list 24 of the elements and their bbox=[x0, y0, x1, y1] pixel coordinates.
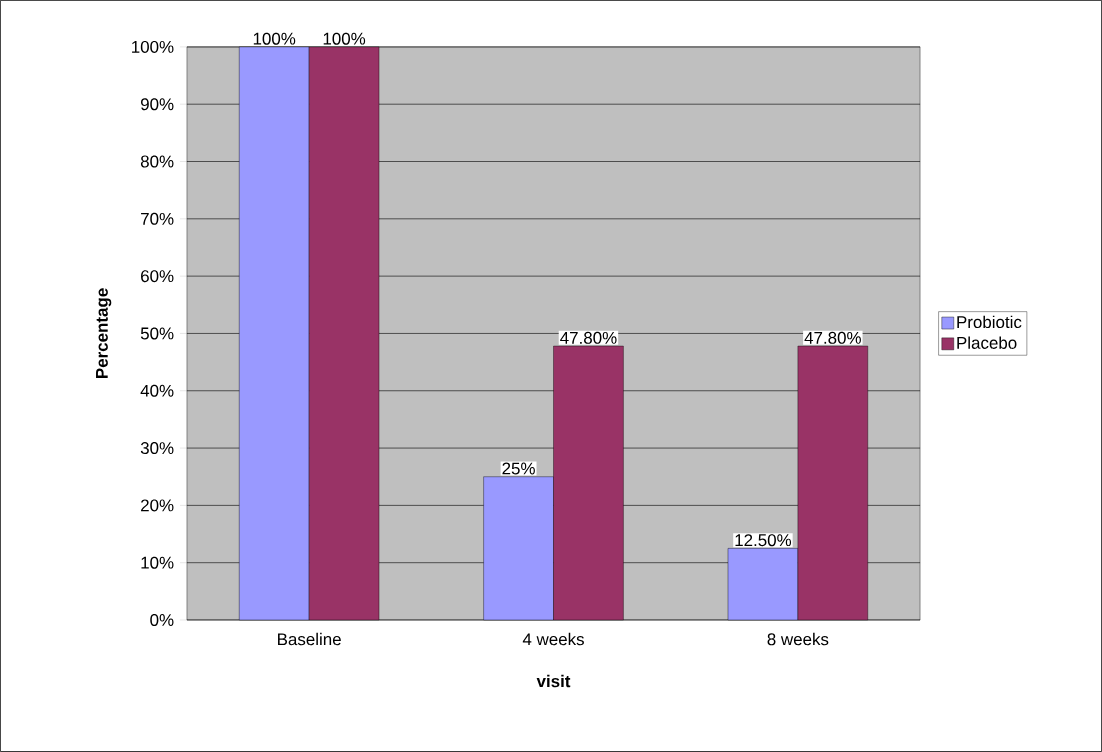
y-axis-title: Percentage bbox=[96, 288, 112, 378]
x-axis-title: visit bbox=[536, 674, 571, 688]
y-tick-label: 30% bbox=[140, 442, 174, 455]
x-tick-label: 4 weeks bbox=[522, 632, 584, 646]
data-label: 100% bbox=[253, 32, 296, 45]
y-tick-label: 0% bbox=[150, 614, 174, 627]
y-tick-label: 60% bbox=[141, 270, 174, 283]
y-tick-label: 40% bbox=[140, 384, 174, 397]
legend-label: Placebo bbox=[957, 336, 1017, 349]
data-label: 47.80% bbox=[560, 331, 617, 344]
data-label: 12.50% bbox=[735, 534, 792, 547]
x-tick-label: Baseline bbox=[278, 632, 341, 646]
y-tick-label: 100% bbox=[132, 40, 174, 53]
y-tick-label: 20% bbox=[141, 499, 174, 512]
legend-label: Probiotic bbox=[957, 315, 1022, 329]
data-label: 25% bbox=[502, 462, 535, 475]
data-label: 100% bbox=[323, 32, 366, 45]
y-tick-label: 70% bbox=[141, 212, 174, 225]
y-tick-label: 10% bbox=[141, 556, 174, 569]
y-tick-label: 90% bbox=[140, 98, 174, 111]
x-tick-label: 8 weeks bbox=[767, 632, 829, 646]
y-tick-label: 80% bbox=[140, 155, 174, 168]
y-tick-label: 50% bbox=[140, 327, 174, 340]
data-label: 47.80% bbox=[804, 331, 861, 344]
